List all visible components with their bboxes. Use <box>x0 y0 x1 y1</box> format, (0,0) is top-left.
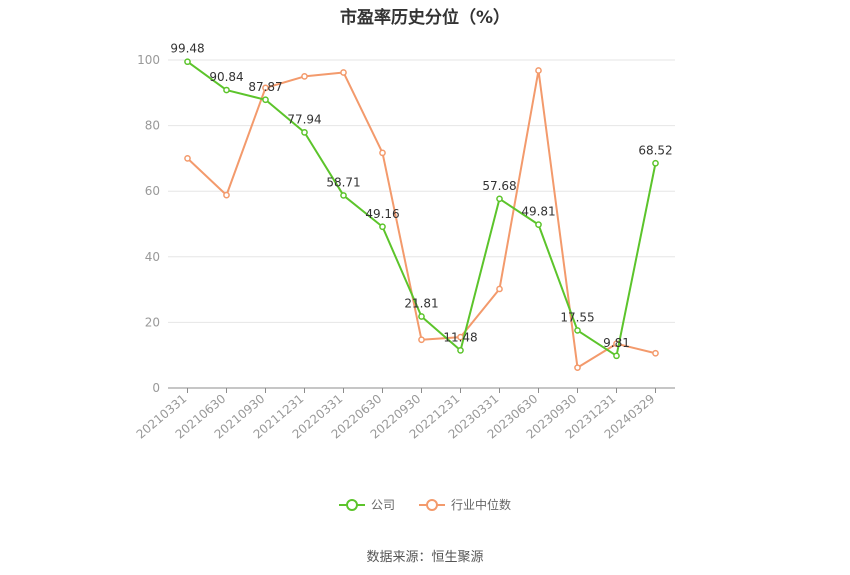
data-point-company <box>223 86 230 94</box>
data-label-company: 49.81 <box>521 205 555 219</box>
legend-item-industry-median[interactable]: 行业中位数 <box>419 496 511 513</box>
data-point-industry-median <box>379 149 386 157</box>
data-point-company <box>301 129 308 136</box>
data-point-company <box>613 352 620 360</box>
data-point-company <box>496 195 503 203</box>
data-point-company <box>457 346 464 354</box>
series-layer <box>184 58 659 372</box>
legend-item-company[interactable]: 公司 <box>338 496 395 513</box>
data-point-industry-median <box>301 73 308 80</box>
data-point-industry-median <box>223 191 230 199</box>
y-tick-label: 100 <box>137 53 160 67</box>
data-point-industry-median <box>340 69 347 76</box>
y-tick-label: 20 <box>145 315 160 329</box>
data-point-company <box>379 223 386 231</box>
chart-title: 市盈率历史分位（%） <box>339 8 511 28</box>
data-point-industry-median <box>535 67 542 74</box>
data-point-industry-median <box>184 155 191 162</box>
legend-label-company: 公司 <box>370 498 395 512</box>
y-tick-label: 80 <box>145 119 160 133</box>
data-point-industry-median <box>652 349 659 357</box>
grid-layer <box>168 59 675 323</box>
data-point-company <box>184 58 191 66</box>
data-label-company: 68.52 <box>638 143 672 157</box>
data-point-industry-median <box>496 285 503 293</box>
data-point-company <box>535 221 542 228</box>
data-label-company: 77.94 <box>287 112 321 126</box>
data-point-industry-median <box>418 336 425 344</box>
data-label-company: 58.71 <box>326 175 360 189</box>
data-point-company <box>262 96 269 104</box>
legend-swatch-company <box>338 498 365 512</box>
axis-layer: 0204060801002021033120210630202109302021… <box>134 53 675 442</box>
data-point-company <box>574 327 581 334</box>
y-tick-label: 40 <box>145 250 160 264</box>
data-point-industry-median <box>574 364 581 372</box>
legend-label-industry-median: 行业中位数 <box>451 498 512 512</box>
data-point-industry-median <box>262 84 269 92</box>
data-label-company: 99.48 <box>170 42 204 56</box>
label-layer: 99.48 90.84 87.87 77.94 58.71 49.16 21.81 11.48… <box>170 42 672 350</box>
data-label-company: 57.68 <box>482 179 516 193</box>
data-label-company: 87.87 <box>248 80 282 94</box>
y-tick-label: 0 <box>152 381 160 395</box>
data-label-company: 17.55 <box>560 310 594 324</box>
data-label-company: 90.84 <box>209 70 243 84</box>
data-source: 数据来源：恒生聚源 <box>366 550 484 565</box>
legend-swatch-industry-median <box>419 498 445 512</box>
y-tick-label: 60 <box>145 184 160 198</box>
data-point-company <box>418 313 425 320</box>
data-point-company <box>340 192 347 199</box>
data-point-company <box>652 159 659 167</box>
data-label-company: 49.16 <box>365 207 399 221</box>
legend: 公司 行业中位数 <box>0 496 850 513</box>
data-label-company: 11.48 <box>443 330 477 344</box>
data-label-company: 21.81 <box>404 296 438 310</box>
line-chart: 0204060801002021033120210630202109302021… <box>134 42 675 442</box>
data-label-company: 9.81 <box>603 336 630 350</box>
